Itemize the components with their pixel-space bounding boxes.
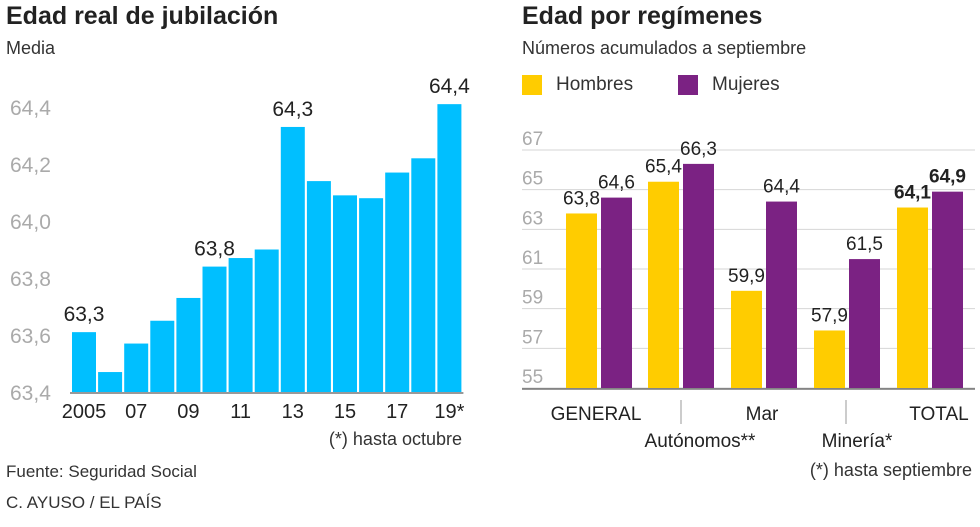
left-x-tick-label: 15 [334,401,356,423]
right-bar-hombres-2 [731,290,762,388]
right-bar-hombres-1 [648,181,679,388]
left-bar-2006 [98,372,123,392]
right-category-label: TOTAL [909,404,968,425]
left-bar-2009 [176,297,201,392]
right-bar-mujeres-0 [601,197,632,388]
left-data-label: 63,3 [64,303,105,326]
left-x-tick-label: 2005 [62,401,107,423]
left-bar-2011 [228,258,253,392]
left-y-tick-label: 64,0 [10,211,51,234]
right-category-label: Autónomos** [645,431,757,452]
left-x-tick-label: 11 [230,401,251,423]
right-bar-mujeres-1 [683,163,714,388]
right-y-tick-label: 65 [522,169,543,190]
left-x-tick-label: 13 [282,401,304,423]
right-bar-mujeres-2 [766,201,797,388]
right-data-label: 61,5 [846,234,883,255]
left-bar-2014 [306,181,331,392]
right-data-label: 59,9 [728,266,765,287]
right-y-tick-label: 55 [522,367,543,388]
left-y-tick-label: 64,4 [10,97,51,120]
legend-swatch-hombres [522,75,542,95]
left-bar-2008 [150,320,175,392]
left-data-label: 64,4 [429,75,470,98]
legend-item-mujeres: Mujeres [678,74,780,96]
right-bar-mujeres-4 [932,191,963,388]
right-y-tick-label: 63 [522,208,543,229]
left-data-label: 64,3 [272,98,313,121]
right-category-label: GENERAL [551,404,642,425]
right-data-label: 64,6 [598,173,635,194]
right-data-label: 66,3 [680,139,717,160]
right-footnote: (*) hasta septiembre [810,460,972,480]
left-y-tick-label: 63,4 [10,382,51,405]
left-y-tick-label: 64,2 [10,154,51,177]
left-bar-2012 [254,249,279,392]
left-data-label: 63,8 [194,238,235,261]
left-x-tick-label: 09 [177,401,199,423]
right-data-label: 63,8 [563,188,600,209]
right-y-tick-label: 57 [522,327,543,348]
right-y-tick-label: 67 [522,129,543,150]
right-y-tick-label: 59 [522,288,543,309]
left-y-tick-label: 63,6 [10,325,51,348]
left-bar-2016 [359,198,384,392]
right-bar-hombres-3 [814,330,845,388]
left-footnote: (*) hasta octubre [329,429,462,449]
right-bar-mujeres-3 [849,259,880,388]
legend-swatch-mujeres [678,75,698,95]
left-bar-2010 [202,266,227,392]
right-data-label: 64,9 [929,167,966,188]
credit-note: C. AYUSO / EL PAÍS [6,493,162,512]
left-x-tick-label: 07 [125,401,147,423]
left-y-tick-label: 63,8 [10,268,51,291]
left-bar-2019 [437,104,462,393]
source-note: Fuente: Seguridad Social [6,462,197,481]
left-x-tick-label: 19* [434,401,464,423]
legend-label-mujeres: Mujeres [712,74,780,95]
right-data-label: 64,1 [894,183,931,204]
right-category-label: Minería* [822,431,893,452]
left-x-tick-label: 17 [386,401,408,423]
legend-label-hombres: Hombres [556,74,634,95]
left-chart-subtitle: Media [6,38,56,58]
legend-item-hombres: Hombres [522,74,633,96]
left-bar-2005 [72,332,96,392]
left-chart-title: Edad real de jubilación [6,2,279,30]
right-data-label: 57,9 [811,305,848,326]
left-bar-2013 [280,126,305,392]
right-category-label: Mar [746,404,779,425]
right-chart-title: Edad por regímenes [522,2,763,30]
right-data-label: 65,4 [645,157,682,178]
left-bar-2018 [411,158,436,392]
right-bar-hombres-0 [566,213,597,388]
left-bar-2007 [124,343,149,392]
left-bar-2015 [333,195,357,392]
left-bar-2017 [385,172,410,392]
right-bar-hombres-4 [897,207,928,388]
right-chart-subtitle: Números acumulados a septiembre [522,38,807,58]
right-data-label: 64,4 [763,177,800,198]
right-y-tick-label: 61 [522,248,543,269]
